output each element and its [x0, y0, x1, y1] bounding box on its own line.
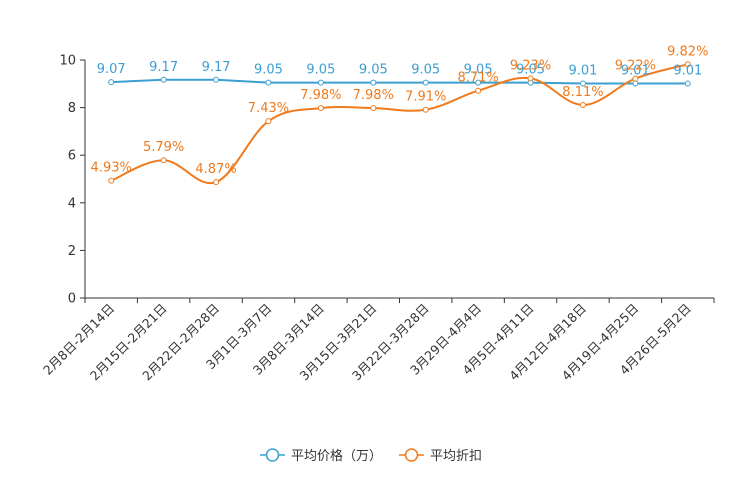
y-tick-label: 8 — [68, 101, 76, 116]
data-point[interactable] — [475, 87, 482, 94]
y-tick-label: 0 — [68, 292, 76, 307]
data-label: 4.93% — [91, 161, 132, 176]
y-tick-label: 4 — [68, 196, 76, 211]
data-label: 9.05 — [464, 63, 493, 78]
legend[interactable]: 平均价格（万） 平均折扣 — [260, 448, 482, 464]
data-point[interactable] — [160, 76, 167, 83]
data-point[interactable] — [579, 101, 586, 108]
data-label: 9.17 — [149, 60, 178, 75]
data-label: 9.05 — [254, 63, 283, 78]
data-label: 7.98% — [300, 88, 341, 103]
legend-label: 平均折扣 — [430, 449, 482, 464]
data-point[interactable] — [317, 79, 324, 86]
data-label: 9.05 — [516, 63, 545, 78]
legend-item-1[interactable]: 平均折扣 — [399, 448, 482, 464]
data-label: 9.01 — [621, 64, 650, 79]
data-point[interactable] — [370, 105, 377, 112]
data-point[interactable] — [579, 80, 586, 87]
data-point[interactable] — [213, 179, 220, 186]
data-label: 9.07 — [97, 62, 126, 77]
data-label: 7.98% — [353, 88, 394, 103]
data-label: 9.82% — [667, 44, 708, 59]
data-point[interactable] — [422, 106, 429, 113]
data-label: 9.22% — [615, 59, 656, 74]
data-point[interactable] — [265, 118, 272, 125]
data-point[interactable] — [108, 177, 115, 184]
data-label: 8.11% — [562, 85, 603, 100]
data-label: 9.23% — [510, 58, 551, 73]
data-point[interactable] — [632, 75, 639, 82]
series-layer — [108, 61, 691, 186]
data-point[interactable] — [475, 79, 482, 86]
data-point[interactable] — [160, 157, 167, 164]
data-point[interactable] — [684, 61, 691, 68]
y-tick-label: 6 — [68, 149, 76, 164]
series-line-0 — [111, 78, 688, 85]
data-label: 7.91% — [405, 90, 446, 105]
data-label: 9.17 — [202, 60, 231, 75]
y-tick-label: 10 — [59, 54, 76, 69]
data-label: 5.79% — [143, 140, 184, 155]
data-point[interactable] — [265, 79, 272, 86]
y-tick-label: 2 — [68, 244, 76, 259]
legend-label: 平均价格（万） — [291, 448, 382, 464]
data-point[interactable] — [108, 79, 115, 86]
data-label: 9.01 — [673, 64, 702, 79]
data-point[interactable] — [684, 80, 691, 87]
data-point[interactable] — [213, 76, 220, 83]
data-label: 7.43% — [248, 101, 289, 116]
data-point[interactable] — [370, 79, 377, 86]
data-point[interactable] — [527, 75, 534, 82]
data-point[interactable] — [317, 105, 324, 112]
data-label: 9.05 — [306, 63, 335, 78]
data-label: 9.05 — [359, 63, 388, 78]
data-point[interactable] — [422, 79, 429, 86]
legend-item-0[interactable]: 平均价格（万） — [260, 448, 382, 464]
data-label: 9.05 — [411, 63, 440, 78]
legend-marker-icon — [265, 448, 280, 462]
data-label: 4.87% — [195, 162, 236, 177]
legend-marker-icon — [404, 448, 419, 462]
data-labels: 9.07 9.17 9.17 9.05 9.05 9.05 9.05 9.05 9.05 9.01… — [91, 44, 709, 177]
data-label: 8.71% — [457, 71, 498, 86]
data-point[interactable] — [632, 80, 639, 87]
data-label: 9.01 — [568, 64, 597, 79]
